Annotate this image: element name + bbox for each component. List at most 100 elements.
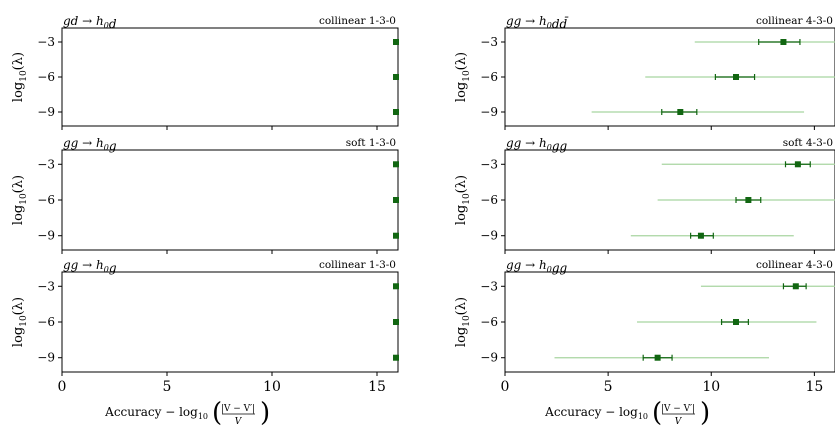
panel-5: gg → h0g collinear 1-3-0 −3 −6 −90 5 10 15 log10… [11, 258, 399, 395]
panel-6: gg → h0gg collinear 4-3-0 −3 −6 −90 5 10 15 log1… [454, 258, 835, 395]
y-tick-label: −3 [480, 279, 498, 293]
y-tick-label: −3 [37, 35, 55, 49]
marker [697, 232, 704, 239]
marker [393, 232, 399, 239]
x-axis-label: Accuracy − log10() |V − V′| V [544, 398, 710, 428]
x-axis-label: Accuracy − log10() |V − V′| V [104, 398, 270, 428]
data-point [661, 161, 835, 168]
x-axis-label-prefix: Accuracy − log10 [544, 405, 648, 421]
process-label: gg → h0gg [506, 136, 568, 153]
panel-frame [61, 27, 399, 127]
x-tick-label: 10 [263, 379, 281, 395]
panel-frame [61, 149, 399, 251]
marker [393, 283, 399, 290]
x-axis-label-numerator: |V − V′| [221, 404, 255, 414]
marker [393, 197, 399, 203]
data-point [591, 109, 805, 115]
y-tick-label: −6 [480, 70, 498, 84]
config-label: soft 1-3-0 [346, 137, 396, 149]
process-label: gg → h0g [63, 136, 117, 153]
marker [654, 354, 661, 361]
y-tick-label: −3 [480, 157, 498, 171]
x-tick-label: 0 [58, 379, 67, 395]
x-axis-label-paren-left: ( [212, 398, 222, 428]
panel-4: gg → h0gg soft 4-3-0 −3 −6 −9 log10(λ) [454, 136, 835, 254]
y-axis-label: log10(λ) [11, 52, 29, 102]
data-point [393, 232, 399, 239]
marker [733, 319, 739, 325]
y-tick-label: −9 [37, 229, 55, 243]
config-label: collinear 1-3-0 [319, 259, 396, 271]
data-point [637, 319, 817, 325]
data-point [700, 283, 835, 290]
data-point [393, 319, 399, 325]
data-point [393, 39, 399, 45]
marker [393, 39, 399, 45]
marker [393, 319, 399, 325]
y-axis-label: log10(λ) [11, 175, 29, 225]
x-tick-label: 0 [501, 379, 510, 395]
marker [393, 109, 399, 115]
marker [794, 161, 801, 168]
data-point [393, 109, 399, 115]
panel-frame [61, 271, 399, 373]
config-label: collinear 4-3-0 [756, 15, 833, 27]
y-axis-label: log10(λ) [454, 52, 472, 102]
data-point [393, 161, 399, 168]
panel-2: gg → h0dd̄ collinear 4-3-0 −3 −6 −9 log10(λ) [454, 14, 835, 130]
marker [393, 354, 399, 361]
y-tick-label: −3 [480, 35, 498, 49]
x-axis-label-paren-right: ) [700, 398, 710, 428]
y-tick-label: −9 [480, 105, 498, 119]
marker [745, 197, 752, 203]
y-tick-label: −3 [37, 279, 55, 293]
data-point [554, 354, 769, 361]
x-tick-label: 5 [163, 379, 172, 395]
config-label: collinear 4-3-0 [756, 259, 833, 271]
y-tick-label: −6 [480, 193, 498, 207]
data-point [694, 39, 835, 45]
x-axis-label-denominator: V [675, 417, 683, 427]
data-point [393, 74, 399, 80]
x-axis-label-numerator: |V − V′| [661, 404, 695, 414]
x-axis-label-paren-right: ) [260, 398, 270, 428]
y-axis-label: log10(λ) [11, 297, 29, 347]
marker [792, 283, 799, 290]
config-label: collinear 1-3-0 [319, 15, 396, 27]
process-label: gd → h0d [63, 14, 117, 31]
data-point [393, 354, 399, 361]
marker [393, 161, 399, 168]
x-tick-label: 15 [805, 379, 823, 395]
process-label: gg → h0g [63, 258, 117, 275]
marker [780, 39, 787, 45]
y-tick-label: −6 [37, 315, 55, 329]
x-axis-label-denominator: V [235, 417, 243, 427]
data-point [657, 197, 835, 203]
panel-1: gd → h0d collinear 1-3-0 −3 −6 −9 log10(λ) [11, 14, 399, 130]
y-tick-label: −9 [480, 351, 498, 365]
process-label: gg → h0dd̄ [506, 14, 569, 31]
x-tick-label: 15 [368, 379, 386, 395]
y-tick-label: −6 [37, 193, 55, 207]
data-point [393, 283, 399, 290]
data-point [630, 232, 794, 239]
config-label: soft 4-3-0 [783, 137, 833, 149]
process-label: gg → h0gg [506, 258, 568, 275]
data-point [393, 197, 399, 203]
y-tick-label: −9 [37, 351, 55, 365]
panel-3: gg → h0g soft 1-3-0 −3 −6 −9 log10(λ) [11, 136, 399, 254]
data-point [645, 74, 835, 80]
y-tick-label: −6 [480, 315, 498, 329]
x-tick-label: 5 [604, 379, 613, 395]
y-axis-label: log10(λ) [454, 175, 472, 225]
y-tick-label: −6 [37, 70, 55, 84]
marker [733, 74, 739, 80]
x-tick-label: 10 [702, 379, 720, 395]
y-tick-label: −3 [37, 157, 55, 171]
marker [677, 109, 684, 115]
x-axis-label-prefix: Accuracy − log10 [104, 405, 208, 421]
y-tick-label: −9 [480, 229, 498, 243]
y-axis-label: log10(λ) [454, 297, 472, 347]
x-axis-label-paren-left: ( [652, 398, 662, 428]
